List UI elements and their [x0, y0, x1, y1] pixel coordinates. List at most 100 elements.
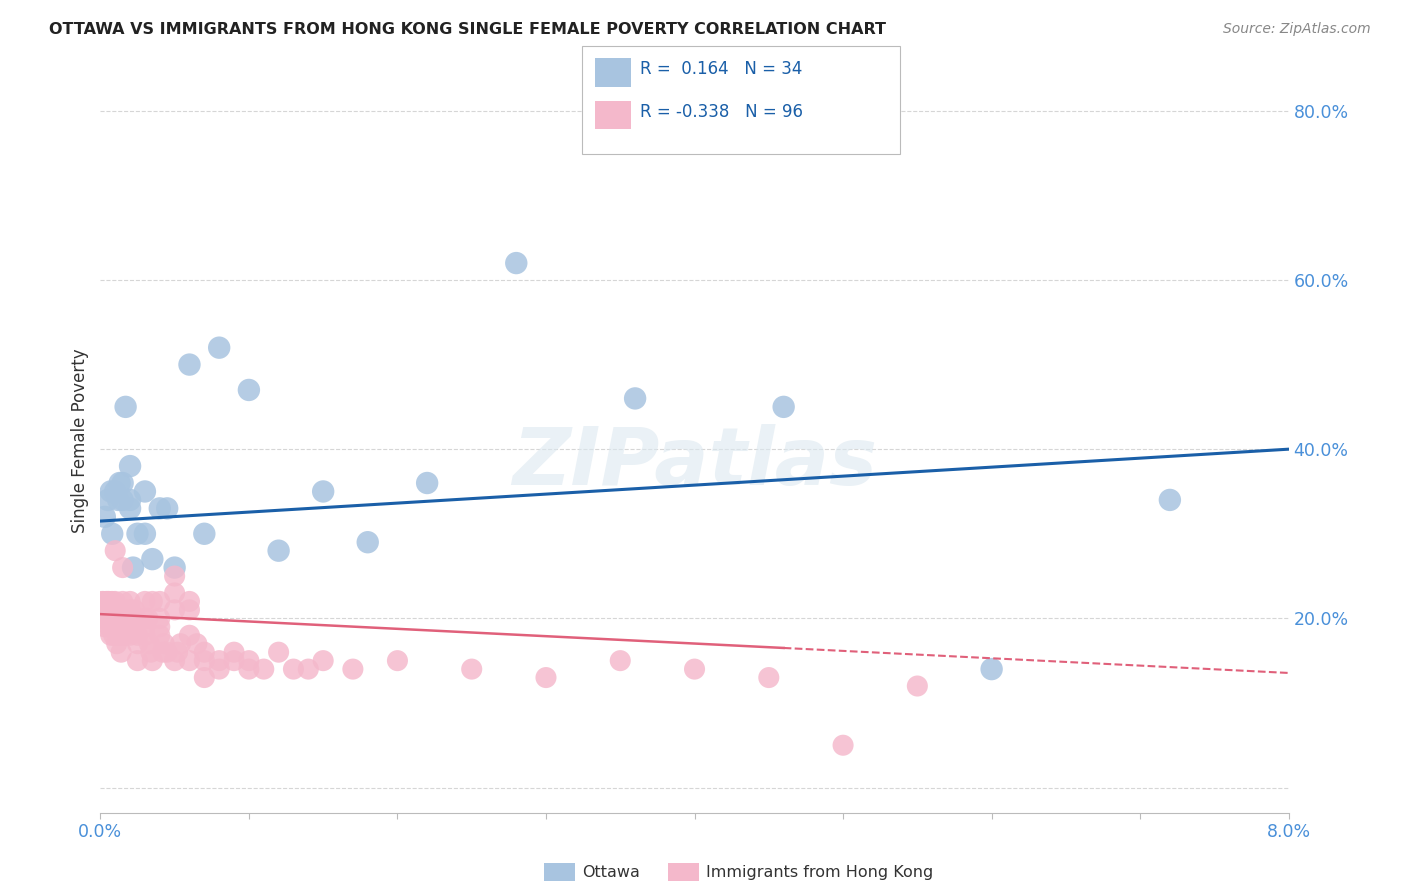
Point	[111, 475, 134, 490]
Point	[267, 645, 290, 659]
Point	[97, 594, 120, 608]
Point	[149, 594, 172, 608]
Point	[624, 392, 647, 406]
Point	[125, 611, 148, 625]
Point	[193, 671, 215, 685]
Point	[121, 611, 143, 625]
Point	[139, 645, 162, 659]
Point	[127, 526, 149, 541]
Point	[111, 560, 134, 574]
Point	[534, 671, 557, 685]
Point	[115, 620, 138, 634]
Point	[105, 637, 128, 651]
Point	[238, 662, 260, 676]
Point	[107, 492, 129, 507]
Point	[153, 637, 176, 651]
Point	[357, 535, 380, 549]
Point	[91, 611, 114, 625]
Point	[134, 620, 156, 634]
Point	[297, 662, 319, 676]
Point	[96, 594, 118, 608]
Point	[283, 662, 305, 676]
Point	[97, 611, 120, 625]
Point	[312, 484, 335, 499]
Point	[163, 654, 186, 668]
Point	[111, 594, 134, 608]
Point	[149, 628, 172, 642]
Point	[101, 526, 124, 541]
Point	[101, 594, 124, 608]
Point	[683, 662, 706, 676]
Point	[149, 611, 172, 625]
Point	[163, 586, 186, 600]
Point	[114, 400, 136, 414]
Point	[141, 654, 163, 668]
Point	[97, 603, 120, 617]
Point	[141, 552, 163, 566]
Text: Ottawa: Ottawa	[582, 865, 640, 880]
Point	[104, 603, 127, 617]
Point	[166, 645, 188, 659]
Point	[107, 620, 129, 634]
Point	[104, 594, 127, 608]
Point	[90, 594, 112, 608]
Point	[238, 383, 260, 397]
Text: ZIPatlas: ZIPatlas	[512, 424, 877, 502]
Point	[179, 603, 201, 617]
Point	[832, 738, 855, 752]
Point	[387, 654, 409, 668]
Point	[267, 543, 290, 558]
Point	[103, 611, 125, 625]
Point	[208, 341, 231, 355]
Point	[100, 603, 122, 617]
Point	[163, 560, 186, 574]
Point	[96, 611, 118, 625]
Point	[169, 637, 191, 651]
Point	[120, 501, 142, 516]
Point	[104, 484, 127, 499]
Y-axis label: Single Female Poverty: Single Female Poverty	[72, 349, 89, 533]
Point	[980, 662, 1002, 676]
Point	[208, 654, 231, 668]
Text: OTTAWA VS IMMIGRANTS FROM HONG KONG SINGLE FEMALE POVERTY CORRELATION CHART: OTTAWA VS IMMIGRANTS FROM HONG KONG SING…	[49, 22, 886, 37]
Point	[179, 594, 201, 608]
Point	[108, 620, 131, 634]
Point	[905, 679, 928, 693]
Point	[100, 611, 122, 625]
Point	[120, 492, 142, 507]
Point	[120, 459, 142, 474]
Point	[208, 662, 231, 676]
Point	[127, 654, 149, 668]
Point	[416, 475, 439, 490]
Point	[758, 671, 780, 685]
Point	[94, 509, 117, 524]
Point	[112, 611, 135, 625]
Text: R =  0.164   N = 34: R = 0.164 N = 34	[640, 60, 801, 78]
Point	[179, 654, 201, 668]
Point	[104, 543, 127, 558]
Point	[156, 501, 179, 516]
Point	[120, 603, 142, 617]
Point	[342, 662, 364, 676]
Point	[127, 637, 149, 651]
Point	[136, 611, 159, 625]
Point	[127, 628, 149, 642]
Point	[141, 594, 163, 608]
Point	[108, 611, 131, 625]
Point	[134, 526, 156, 541]
Point	[97, 492, 120, 507]
Point	[103, 628, 125, 642]
Point	[193, 645, 215, 659]
Point	[120, 611, 142, 625]
Point	[149, 501, 172, 516]
Point	[100, 628, 122, 642]
Point	[179, 358, 201, 372]
Text: Immigrants from Hong Kong: Immigrants from Hong Kong	[706, 865, 934, 880]
Point	[124, 603, 146, 617]
Text: R = -0.338   N = 96: R = -0.338 N = 96	[640, 103, 803, 120]
Point	[193, 654, 215, 668]
Point	[110, 645, 132, 659]
Point	[772, 400, 794, 414]
Point	[134, 611, 156, 625]
Point	[238, 654, 260, 668]
